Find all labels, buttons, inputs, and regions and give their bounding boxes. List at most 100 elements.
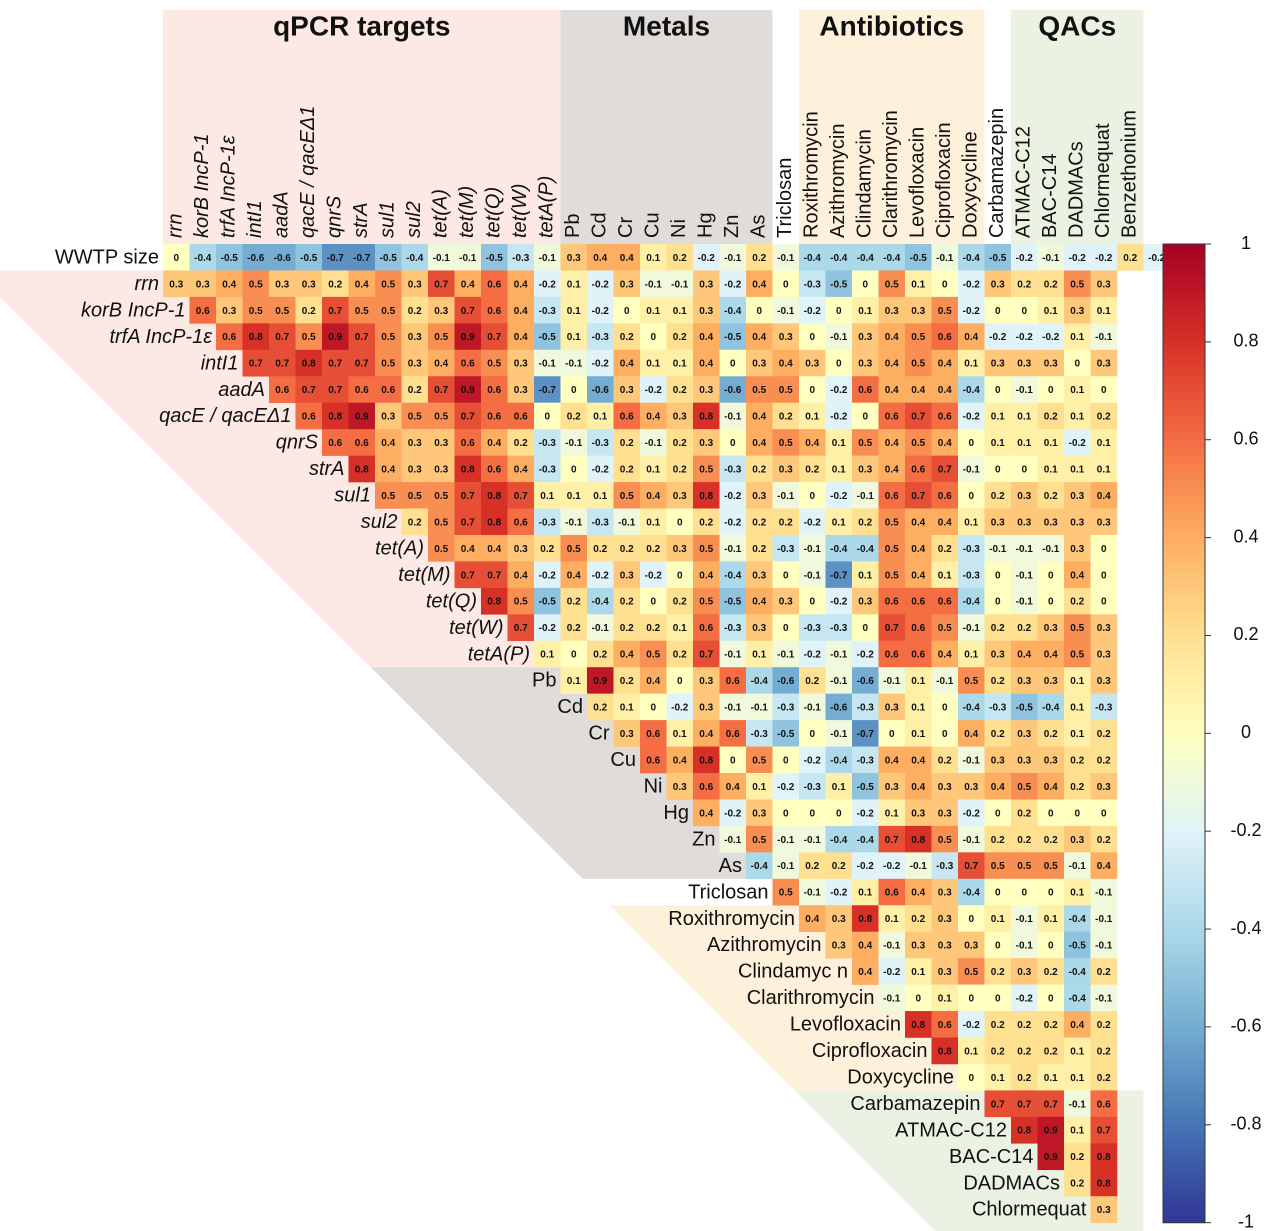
colorbar-strip: [1163, 496, 1205, 506]
cell-value: -0.1: [724, 412, 742, 423]
heatmap-cell: [878, 296, 906, 324]
cell-value: 0.4: [699, 729, 713, 740]
heatmap-cell: [905, 667, 932, 694]
heatmap-cell: [507, 455, 535, 483]
cell-value: 0: [995, 993, 1001, 1004]
cell-value: -0.1: [777, 861, 795, 872]
heatmap-cell: [719, 693, 747, 721]
cell-value: 0.1: [1070, 703, 1084, 714]
heatmap-cell: [560, 244, 588, 271]
heatmap-cell: [852, 773, 879, 800]
heatmap-cell: [799, 667, 826, 694]
heatmap-cell: [375, 296, 402, 324]
colorbar-strip: [1163, 553, 1205, 563]
cell-value: -0.2: [963, 306, 981, 317]
heatmap-cell: [375, 244, 402, 271]
heatmap-cell: [825, 773, 853, 800]
cell-value: 0.3: [779, 597, 793, 608]
cell-value: 0.4: [911, 570, 925, 581]
cell-value: 0.2: [699, 517, 713, 528]
colorbar-strip: [1163, 268, 1205, 278]
heatmap-cell: [1090, 1063, 1118, 1091]
cell-value: -0.1: [724, 703, 742, 714]
cell-value: 0.2: [408, 385, 422, 396]
column-label: qacE / qacEΔ1: [297, 106, 319, 238]
heatmap-cell: [507, 296, 535, 324]
heatmap-cell: [560, 349, 588, 377]
cell-value: 0.7: [514, 491, 528, 502]
heatmap-cell: [878, 693, 906, 721]
heatmap-cell: [931, 270, 959, 298]
heatmap-cell: [958, 561, 985, 589]
cell-value: 0: [677, 676, 683, 687]
cell-value: 0.7: [275, 332, 289, 343]
cell-value: 0.1: [752, 650, 766, 661]
cell-value: 0.2: [540, 544, 554, 555]
heatmap-cell: [931, 746, 959, 774]
heatmap-cell: [799, 905, 826, 932]
heatmap-cell: [693, 561, 720, 589]
cell-value: -0.4: [406, 253, 424, 264]
heatmap-cell: [613, 429, 641, 456]
cell-value: 0.2: [1017, 1073, 1031, 1084]
heatmap-cell: [905, 270, 932, 298]
column-label: Cd: [589, 212, 611, 238]
cell-value: 0.6: [938, 412, 952, 423]
heatmap-cell: [746, 720, 773, 747]
heatmap-cell: [428, 429, 455, 456]
cell-value: -0.2: [592, 279, 610, 290]
heatmap-cell: [958, 244, 985, 271]
cell-value: 0.3: [991, 517, 1005, 528]
heatmap-cell: [481, 482, 508, 509]
colorbar-strip: [1163, 839, 1205, 849]
cell-value: -0.5: [777, 729, 795, 740]
group-title: qPCR targets: [273, 10, 450, 41]
heatmap-cell: [746, 773, 773, 800]
colorbar-strip: [1163, 627, 1205, 636]
heatmap-cell: [1090, 349, 1118, 377]
heatmap-cell: [905, 931, 932, 959]
colorbar-strip: [1163, 1116, 1205, 1126]
cell-value: 0.4: [699, 332, 713, 343]
heatmap-cell: [746, 561, 773, 589]
heatmap-cell: [772, 614, 800, 642]
heatmap-cell: [428, 482, 455, 509]
heatmap-cell: [931, 667, 959, 694]
cell-value: 0: [624, 306, 630, 317]
cell-value: 0.1: [1070, 332, 1084, 343]
heatmap-cell: [613, 296, 641, 324]
heatmap-cell: [746, 323, 773, 351]
heatmap-cell: [719, 296, 747, 324]
cell-value: 0.3: [1044, 359, 1058, 370]
cell-value: 0.1: [1097, 464, 1111, 475]
cell-value: -0.4: [963, 253, 981, 264]
heatmap-cell: [693, 693, 720, 721]
column-label: tet(M): [456, 186, 478, 238]
colorbar-strip: [1163, 717, 1205, 726]
cell-value: -0.6: [274, 253, 292, 264]
cell-value: 0.8: [858, 914, 872, 925]
cell-value: 0.1: [1070, 888, 1084, 899]
cell-value: -0.5: [1069, 941, 1087, 952]
cell-value: 0.2: [673, 385, 687, 396]
cell-value: 0.8: [911, 835, 925, 846]
heatmap-cell: [1064, 455, 1091, 483]
cell-value: -0.3: [936, 861, 954, 872]
heatmap-cell: [1011, 1090, 1038, 1118]
cell-value: 0.7: [1044, 1099, 1058, 1110]
heatmap-cell: [958, 852, 985, 880]
heatmap-cell: [1011, 878, 1038, 906]
cell-value: 0.3: [1044, 517, 1058, 528]
heatmap-cell: [560, 561, 588, 589]
cell-value: 0.3: [408, 279, 422, 290]
cell-value: 0.2: [1044, 1020, 1058, 1031]
heatmap-cell: [507, 587, 535, 615]
cell-value: -0.1: [1016, 385, 1034, 396]
heatmap-cell: [1090, 746, 1118, 774]
heatmap-cell: [1011, 270, 1038, 298]
colorbar-strip: [1163, 521, 1205, 530]
heatmap-cell: [799, 852, 826, 880]
colorbar-strip: [1163, 1043, 1205, 1052]
cell-value: 0.2: [752, 464, 766, 475]
colorbar-strip: [1163, 774, 1205, 783]
